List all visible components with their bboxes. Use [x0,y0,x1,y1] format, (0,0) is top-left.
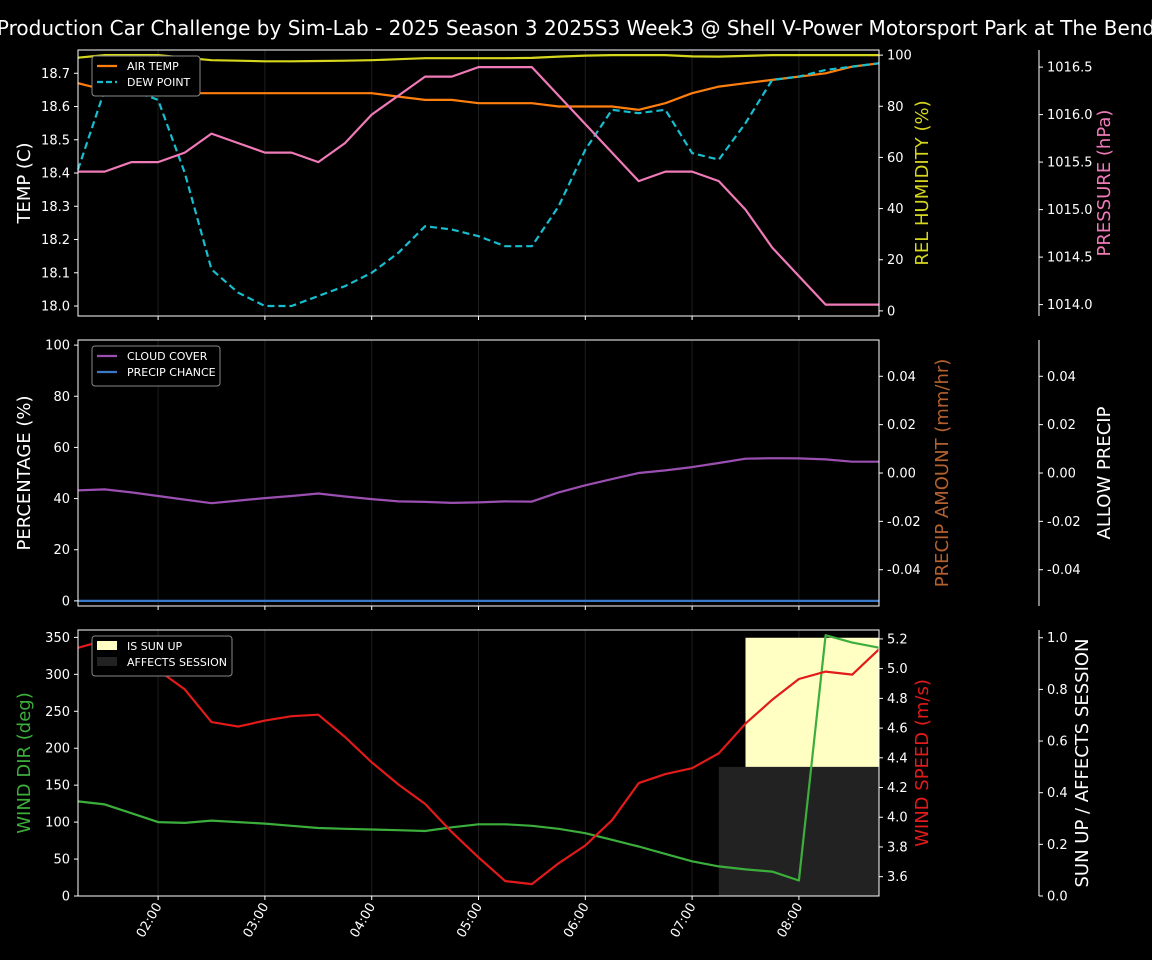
humidity-axis-tick-label: 100 [887,49,912,64]
temp-axis-tick-label: 18.3 [41,200,70,215]
wind-legend-entry: IS SUN UP [127,640,183,653]
temp-legend-box [91,55,201,97]
precip-legend: CLOUD COVER PRECIP CHANCE [91,345,221,387]
series-wind-dir [77,634,880,882]
temp-axis-tick-label: 18.6 [41,100,70,115]
wind-speed-axis-label: WIND SPEED (m/s) [912,679,933,847]
sun-axis-tick-label: 0.6 [1047,735,1068,750]
sun-axis-tick-label: 1.0 [1047,631,1068,646]
temp-axis-tick-label: 18.7 [41,67,70,82]
precip-amount-axis-tick-label: 0.00 [887,467,916,482]
temp-legend-entry: DEW POINT [127,76,191,89]
percentage-axis-tick-label: 60 [53,441,70,456]
precip-legend-box [91,345,221,387]
wind-legend-entry: AFFECTS SESSION [127,656,227,669]
wind-dir-axis-tick-label: 250 [45,705,70,720]
temp-panel-frame [77,49,880,317]
wind-panel-frame [77,629,880,897]
wind-dir-axis-tick-label: 0 [62,890,70,905]
allow-precip-axis-tick-label: 0.02 [1047,418,1076,433]
allow-precip-axis-tick-label: 0.00 [1047,467,1076,482]
temp-legend-entry: AIR TEMP [127,60,179,73]
sun-axis-tick-label: 0.0 [1047,890,1068,905]
wind-dir-axis-tick-label: 150 [45,779,70,794]
wind-legend-swatch [97,641,117,650]
allow-precip-axis-label: ALLOW PRECIP [1094,406,1115,539]
precip-amount-axis-tick-label: -0.04 [887,563,921,578]
humidity-axis-tick-label: 60 [887,151,904,166]
percentage-axis-tick-label: 40 [53,492,70,507]
pressure-axis-tick-label: 1014.5 [1047,251,1093,266]
precip-amount-axis-label: PRECIP AMOUNT (mm/hr) [932,359,953,588]
wind-speed-axis-tick-label: 3.8 [887,840,908,855]
precip-amount-axis-tick-label: -0.02 [887,515,921,530]
percentage-axis-tick-label: 80 [53,390,70,405]
wind-dir-axis-tick-label: 200 [45,742,70,757]
series-rel-humidity [77,53,879,63]
pressure-axis-tick-label: 1015.0 [1047,203,1093,218]
series-dew-point [76,62,880,308]
wind-speed-axis-tick-label: 4.2 [887,781,908,796]
pressure-axis-tick-label: 1014.0 [1047,298,1093,313]
wind-speed-axis-tick-label: 4.6 [887,722,908,737]
wind-dir-axis-tick-label: 100 [45,816,70,831]
temp-legend: AIR TEMP DEW POINT [91,55,201,97]
wind-speed-axis-tick-label: 4.8 [887,692,908,707]
precip-legend-entry: CLOUD COVER [127,350,208,363]
chart-title: Production Car Challenge by Sim-Lab - 20… [0,16,1152,40]
series-pressure [78,65,879,306]
temp-axis-label: TEMP (C) [14,142,35,224]
wind-legend: IS SUN UP AFFECTS SESSION [91,635,233,677]
allow-precip-axis-tick-label: -0.04 [1047,563,1081,578]
humidity-axis-tick-label: 20 [887,253,904,268]
sun-axis-tick-label: 0.4 [1047,786,1068,801]
wind-speed-axis-tick-label: 4.4 [887,751,908,766]
wind-dir-axis-tick-label: 300 [45,668,70,683]
percentage-axis-tick-label: 100 [45,339,70,354]
sun-axis-tick-label: 0.8 [1047,683,1068,698]
sun-axis-tick-label: 0.2 [1047,838,1068,853]
precip-legend-entry: PRECIP CHANCE [127,366,216,379]
allow-precip-axis-tick-label: 0.04 [1047,370,1076,385]
wind-speed-axis-tick-label: 5.2 [887,632,908,647]
temp-axis-tick-label: 18.2 [41,233,70,248]
wind-dir-axis-tick-label: 350 [45,631,70,646]
wind-speed-axis-tick-label: 5.0 [887,662,908,677]
temp-axis-tick-label: 18.1 [41,266,70,281]
series-wind-speed [77,639,880,886]
sun-axis-label: SUN UP / AFFECTS SESSION [1072,638,1093,887]
wind-legend-swatch [97,657,117,666]
allow-precip-axis-tick-label: -0.02 [1047,515,1081,530]
pressure-axis-tick-label: 1016.0 [1047,108,1093,123]
precip-amount-axis-tick-label: 0.02 [887,418,916,433]
percentage-axis-tick-label: 0 [62,594,70,609]
humidity-axis-tick-label: 40 [887,202,904,217]
humidity-axis-tick-label: 0 [887,304,895,319]
percentage-axis-tick-label: 20 [53,543,70,558]
wind-dir-axis-tick-label: 50 [53,853,70,868]
percentage-axis-label: PERCENTAGE (%) [14,395,35,550]
wind-legend-box [91,635,233,677]
series-cloud-cover [77,457,879,505]
wind-dir-axis-label: WIND DIR (deg) [14,692,35,834]
wind-speed-axis-tick-label: 3.6 [887,870,908,885]
pressure-axis-tick-label: 1016.5 [1047,61,1093,76]
temp-axis-tick-label: 18.4 [41,167,70,182]
pressure-axis-label: PRESSURE (hPa) [1094,110,1115,257]
precip-amount-axis-tick-label: 0.04 [887,370,916,385]
humidity-axis-tick-label: 80 [887,100,904,115]
humidity-axis-label: REL HUMIDITY (%) [912,100,933,265]
pressure-axis-tick-label: 1015.5 [1047,156,1093,171]
temp-axis-tick-label: 18.0 [41,300,70,315]
temp-axis-tick-label: 18.5 [41,133,70,148]
wind-speed-axis-tick-label: 4.0 [887,811,908,826]
series-air-temp [77,62,880,111]
